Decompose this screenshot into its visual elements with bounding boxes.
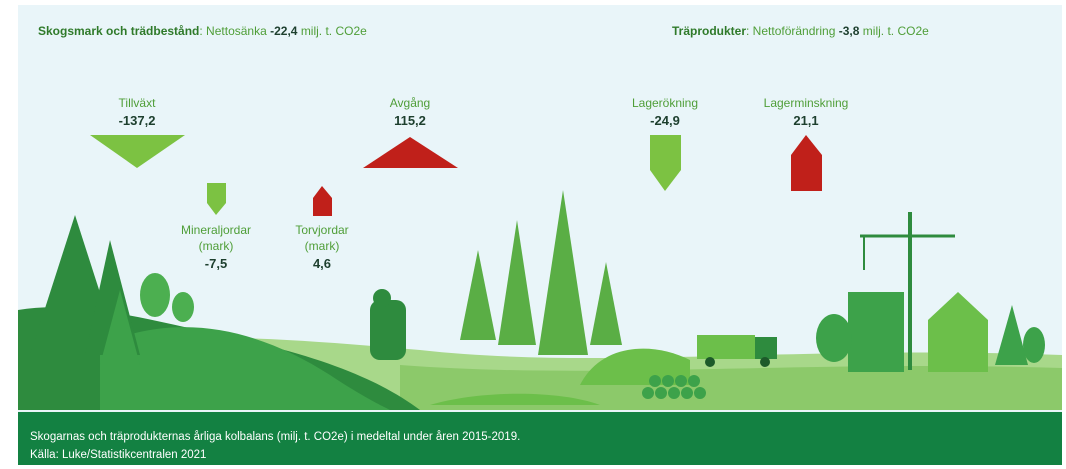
footer-source: Källa: Luke/Statistikcentralen 2021 [30,449,206,461]
header-right: Träprodukter: Nettoförändring -3,8 milj.… [672,24,929,38]
flow-label: Torvjordar [295,223,348,237]
flow-value: 21,1 [793,113,818,128]
flow-label: Lagerminskning [764,96,849,110]
header-value: -3,8 [839,24,860,38]
flow-label: Avgång [390,96,430,110]
flow-label: Lagerökning [632,96,698,110]
flow-value: -24,9 [650,113,680,128]
header-value: -22,4 [270,24,298,38]
flow-value: 4,6 [313,256,331,271]
flow-label: (mark) [305,239,340,253]
flow-value: 115,2 [394,113,426,128]
flow-value: -137,2 [119,113,156,128]
header-unit: milj. t. CO2e [301,24,367,38]
flow-label: (mark) [199,239,234,253]
flow-label: Mineraljordar [181,223,251,237]
header-unit: milj. t. CO2e [863,24,929,38]
flow-label: Tillväxt [119,96,157,110]
header-label: Skogsmark och trädbestånd [38,24,199,38]
infographic: Skogsmark och trädbestånd: Nettosänka -2… [0,0,1066,469]
header-label: Träprodukter [672,24,746,38]
header-text: : Nettosänka [199,24,267,38]
worker [373,289,391,307]
footer-caption: Skogarnas och träprodukternas årliga kol… [30,431,520,443]
header-text: : Nettoförändring [746,24,835,38]
flow-value: -7,5 [205,256,227,271]
header-left: Skogsmark och trädbestånd: Nettosänka -2… [38,24,367,38]
worker [370,300,406,360]
